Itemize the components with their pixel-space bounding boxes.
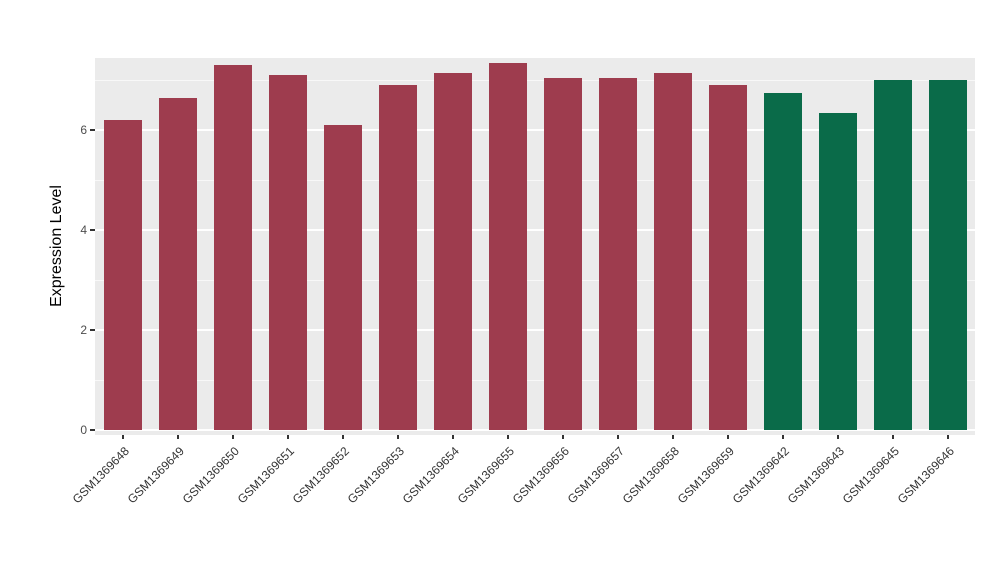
gridline-major	[95, 329, 975, 331]
x-tick-label-text: GSM1369653	[345, 444, 408, 507]
x-tick-label-text: GSM1369658	[620, 444, 683, 507]
gridline-major	[95, 429, 975, 431]
bar	[873, 80, 912, 430]
x-tick-mark	[451, 435, 454, 439]
y-axis-title: Expression Level	[48, 185, 65, 307]
x-tick-mark	[286, 435, 289, 439]
y-tick-label: 2	[80, 323, 87, 337]
gridline-major	[95, 129, 975, 131]
y-tick-label: 4	[80, 223, 87, 237]
x-tick-mark	[561, 435, 564, 439]
y-tick-mark	[90, 229, 95, 231]
x-tick-label-text: GSM1369648	[70, 444, 133, 507]
x-tick-mark	[176, 435, 179, 439]
bar	[433, 72, 472, 430]
y-tick-mark	[90, 429, 95, 431]
x-tick-mark	[671, 435, 674, 439]
bar	[268, 75, 307, 430]
bar	[543, 77, 582, 430]
bar	[708, 85, 747, 430]
x-tick-label-text: GSM1369654	[400, 444, 463, 507]
bar	[763, 92, 802, 430]
y-tick-mark	[90, 129, 95, 131]
plot-panel	[95, 58, 975, 435]
bar	[928, 80, 967, 430]
x-tick-mark	[781, 435, 784, 439]
x-tick-mark	[231, 435, 234, 439]
x-tick-label-text: GSM1369655	[455, 444, 518, 507]
x-tick-mark	[616, 435, 619, 439]
x-tick-label-text: GSM1369651	[235, 444, 298, 507]
x-tick-label-text: GSM1369643	[785, 444, 848, 507]
x-tick-label-text: GSM1369645	[840, 444, 903, 507]
bar	[598, 77, 637, 430]
bar	[323, 125, 362, 430]
gridline-minor	[95, 179, 975, 181]
x-tick-mark	[506, 435, 509, 439]
y-tick-label: 0	[80, 423, 87, 437]
x-tick-label-text: GSM1369656	[510, 444, 573, 507]
x-tick-label-text: GSM1369650	[180, 444, 243, 507]
bar	[653, 72, 692, 430]
x-tick-label-text: GSM1369659	[675, 444, 738, 507]
x-tick-mark	[946, 435, 949, 439]
x-tick-mark	[121, 435, 124, 439]
bar	[158, 97, 197, 430]
bar	[818, 112, 857, 430]
x-tick-mark	[726, 435, 729, 439]
x-tick-mark	[891, 435, 894, 439]
gridline-minor	[95, 379, 975, 381]
x-tick-mark	[836, 435, 839, 439]
gridline-minor	[95, 279, 975, 281]
x-tick-label-text: GSM1369652	[290, 444, 353, 507]
bar	[488, 62, 527, 430]
x-tick-label-text: GSM1369642	[730, 444, 793, 507]
y-tick-label: 6	[80, 123, 87, 137]
x-tick-mark	[341, 435, 344, 439]
bar	[103, 120, 142, 430]
x-tick-mark	[396, 435, 399, 439]
x-tick-label-text: GSM1369657	[565, 444, 628, 507]
y-tick-mark	[90, 329, 95, 331]
bar	[378, 85, 417, 430]
bar	[213, 65, 252, 430]
gridline-major	[95, 229, 975, 231]
gridline-minor	[95, 79, 975, 81]
x-tick-label-text: GSM1369646	[895, 444, 958, 507]
x-tick-label-text: GSM1369649	[125, 444, 188, 507]
